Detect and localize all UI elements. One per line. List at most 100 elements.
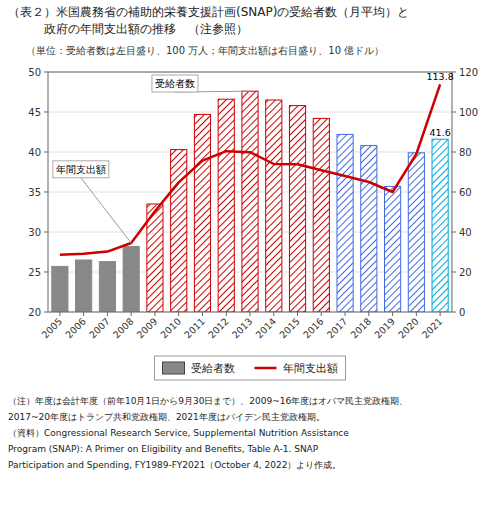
tick-label: 35 bbox=[28, 187, 41, 198]
bar bbox=[99, 262, 115, 312]
bar bbox=[76, 260, 92, 312]
tick bbox=[178, 312, 179, 316]
tick bbox=[452, 192, 456, 193]
bar bbox=[242, 91, 258, 312]
tick-label: 2013 bbox=[230, 316, 255, 341]
annotation-leader bbox=[81, 178, 131, 243]
title: （表２）米国農務省の補助的栄養支援計画(SNAP)の受給者数（月平均）と bbox=[8, 5, 409, 19]
bar bbox=[52, 266, 68, 312]
tick-label: 2009 bbox=[134, 316, 159, 341]
tick bbox=[273, 312, 274, 316]
tick bbox=[452, 152, 456, 153]
annotations: 受給者数年間支出額 bbox=[53, 75, 250, 243]
tick-label: 2006 bbox=[63, 316, 88, 341]
annotation-box bbox=[53, 161, 109, 178]
tick-label: 2007 bbox=[87, 316, 112, 341]
tick-label: 20 bbox=[459, 267, 472, 278]
tick bbox=[226, 312, 227, 316]
tick bbox=[44, 192, 48, 193]
tick-label: 2017 bbox=[325, 316, 350, 341]
annotation: 受給者数 bbox=[155, 78, 195, 89]
bar bbox=[171, 150, 187, 312]
legend-frame bbox=[155, 356, 346, 380]
tick-label: 2012 bbox=[206, 316, 231, 341]
tick bbox=[44, 232, 48, 233]
tick bbox=[154, 312, 155, 316]
tick-label: 60 bbox=[459, 187, 472, 198]
tick bbox=[452, 272, 456, 273]
tick bbox=[392, 312, 393, 316]
note: （資料）Congressional Research Service, Supp… bbox=[8, 428, 349, 438]
tick bbox=[321, 312, 322, 316]
tick-label: 2016 bbox=[301, 316, 326, 341]
tick bbox=[44, 72, 48, 73]
tick bbox=[59, 312, 60, 316]
note: （注）年度は会計年度（前年10月1日から9月30日まで）、2009~16年度はオ… bbox=[8, 396, 408, 406]
plot-frame bbox=[48, 72, 452, 312]
tick-label: 40 bbox=[459, 227, 472, 238]
bar bbox=[266, 100, 282, 312]
tick-label: 45 bbox=[28, 107, 41, 118]
tick-label: 2015 bbox=[277, 316, 302, 341]
subtitle: （単位：受給者数は左目盛り、100 万人；年間支出額は右目盛り、10 億ドル） bbox=[26, 45, 384, 56]
bar bbox=[432, 139, 448, 312]
bar bbox=[313, 118, 329, 312]
bar bbox=[385, 186, 401, 312]
grid bbox=[48, 72, 452, 312]
tick-label: 2019 bbox=[372, 316, 397, 341]
tick bbox=[44, 152, 48, 153]
tick bbox=[452, 112, 456, 113]
tick bbox=[297, 312, 298, 316]
bar bbox=[194, 114, 210, 312]
tick-label: 120 bbox=[459, 67, 478, 78]
tick bbox=[202, 312, 203, 316]
legend: 受給者数 年間支出額 bbox=[155, 356, 346, 380]
annotation-box bbox=[152, 75, 198, 92]
note: Program (SNAP): A Primer on Eligibility … bbox=[8, 444, 319, 454]
tick-label: 2018 bbox=[348, 316, 373, 341]
tick-label: 2008 bbox=[111, 316, 136, 341]
tick bbox=[131, 312, 132, 316]
tick bbox=[44, 112, 48, 113]
tick-label: 2005 bbox=[39, 316, 64, 341]
legend-label: 年間支出額 bbox=[283, 362, 338, 375]
legend-swatch bbox=[255, 367, 277, 370]
tick-label: 40 bbox=[28, 147, 41, 158]
tick-label: 20 bbox=[28, 307, 41, 318]
tick bbox=[452, 232, 456, 233]
line bbox=[60, 84, 440, 254]
tick-label: 80 bbox=[459, 147, 472, 158]
tick bbox=[83, 312, 84, 316]
tick bbox=[44, 312, 48, 313]
tick-label: 25 bbox=[28, 267, 41, 278]
bar bbox=[123, 246, 139, 312]
plot-marks bbox=[52, 84, 448, 312]
tick bbox=[368, 312, 369, 316]
bar bbox=[361, 146, 377, 312]
data-label: 41.6 bbox=[430, 127, 451, 138]
title: 政府の年間支出額の推移 （注参照） bbox=[8, 22, 248, 36]
tick bbox=[452, 312, 456, 313]
legend-item: 受給者数 bbox=[163, 362, 235, 375]
tick-label: 2021 bbox=[420, 316, 445, 341]
tick-label: 0 bbox=[459, 307, 465, 318]
data-labels: 41.6113.8 bbox=[427, 71, 454, 138]
note: Participation and Spending, FY1989-FY202… bbox=[8, 460, 342, 470]
legend-item: 年間支出額 bbox=[255, 362, 338, 375]
bar bbox=[218, 99, 234, 312]
tick bbox=[440, 312, 441, 316]
tick-label: 30 bbox=[28, 227, 41, 238]
tick-label: 2020 bbox=[396, 316, 421, 341]
tick bbox=[416, 312, 417, 316]
chart: （表２）米国農務省の補助的栄養支援計画(SNAP)の受給者数（月平均）と 政府の… bbox=[0, 0, 500, 512]
tick-label: 2010 bbox=[158, 316, 183, 341]
legend-label: 受給者数 bbox=[191, 362, 235, 375]
tick bbox=[250, 312, 251, 316]
tick-label: 2011 bbox=[182, 316, 207, 341]
note: 2017~20年度はトランプ共和党政権期、2021年度はバイデン民主党政権期。 bbox=[8, 412, 325, 422]
tick-label: 2014 bbox=[253, 316, 278, 341]
bar bbox=[289, 106, 305, 312]
axes: 2025303540455002040608010012020052006200… bbox=[28, 67, 478, 341]
bar bbox=[408, 153, 424, 312]
bar bbox=[337, 134, 353, 312]
